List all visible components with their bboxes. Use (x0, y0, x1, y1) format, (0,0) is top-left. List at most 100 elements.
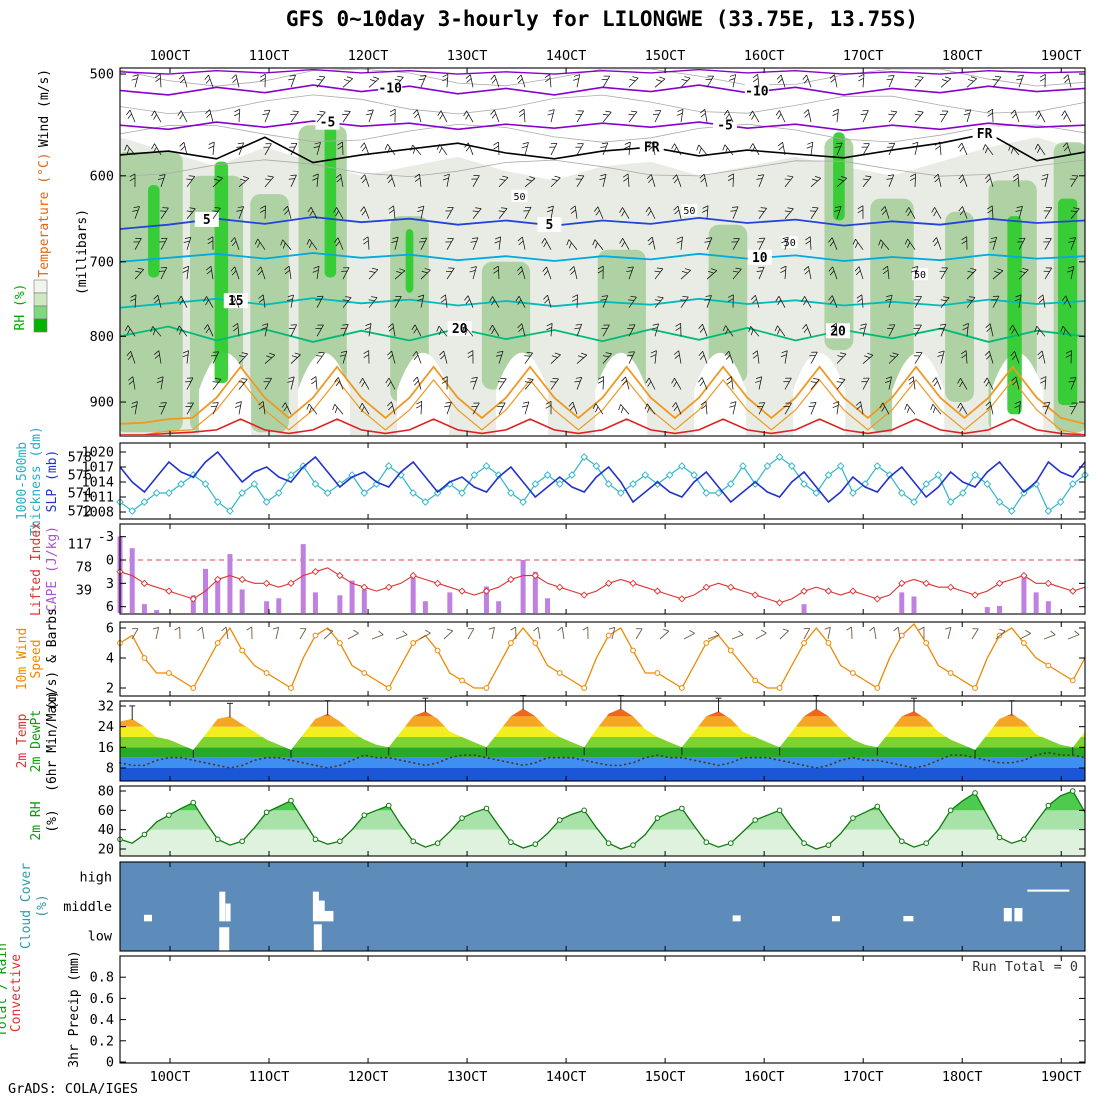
wind-barb (472, 207, 482, 219)
wind-barb (230, 237, 240, 250)
wind-barb (342, 110, 351, 123)
wind-barb (810, 378, 820, 390)
thickness-marker (409, 489, 418, 497)
rh-shading-bright (324, 116, 337, 278)
wind-barb (445, 267, 455, 280)
isotherm-line--10 (120, 84, 1085, 96)
wind-speed-marker (483, 685, 490, 691)
wind-barb (862, 175, 872, 188)
wind-barb (966, 296, 976, 308)
wind-barb (334, 377, 344, 390)
wind-barb (882, 265, 890, 280)
cape-li-panel (116, 536, 1086, 613)
lifted-index-marker (214, 575, 222, 584)
wind-barb (359, 403, 370, 415)
wind-speed-marker (825, 640, 832, 646)
thickness-marker (604, 480, 613, 488)
wind-barb (854, 266, 864, 280)
wind-barb (860, 109, 869, 123)
wind-barb (470, 237, 479, 250)
wind-barb (124, 325, 136, 337)
y-label-thickness-2: Thickness (dm) (29, 426, 44, 536)
wind-barb (516, 74, 526, 88)
wind-barb (412, 376, 422, 390)
thickness-marker (165, 489, 173, 497)
rh-marker (972, 790, 978, 796)
wind-speed-marker (239, 647, 246, 654)
y-label-speed: Speed (29, 639, 44, 678)
wind-barb (177, 110, 188, 123)
wind-barb (1043, 238, 1052, 250)
thickness-marker (360, 489, 369, 497)
gray-label-bg (511, 189, 528, 202)
wind-speed-marker (532, 640, 539, 646)
wind-barb (236, 142, 245, 156)
wind-barb (857, 205, 864, 219)
t2m-panel (119, 695, 1086, 781)
wind-barb (809, 207, 819, 219)
lifted-index-marker (629, 579, 637, 587)
rh-shading-bright (833, 132, 845, 221)
thickness-marker (421, 498, 430, 506)
wind-barb (230, 266, 240, 280)
wind-barb (673, 205, 682, 219)
wind-barb (212, 207, 221, 219)
cape-bar (447, 592, 453, 613)
wind-barb (231, 74, 240, 88)
rh-marker (1045, 802, 1052, 809)
contour-label: -10 (745, 85, 769, 100)
gray-label-bg (911, 268, 928, 281)
wind-barb (124, 144, 136, 156)
wind-barb (418, 74, 427, 88)
wind-barb (524, 176, 536, 188)
wind-barb (154, 350, 162, 364)
surface-wind-barb (846, 626, 853, 640)
wind-barb (230, 295, 240, 308)
contour-label: -10 (378, 81, 402, 96)
rh-legend-cell (33, 279, 48, 294)
wind-barb (1014, 401, 1021, 415)
time-tick-label-top: 13OCT (447, 48, 488, 64)
lifted-index-marker (1069, 587, 1077, 595)
temp-fill-bands (120, 701, 1085, 781)
surface-wind-barb (323, 628, 334, 640)
thickness-marker (690, 471, 698, 479)
wind-barb (1070, 207, 1080, 219)
wind-barb (775, 110, 786, 123)
wind-barb (705, 75, 714, 88)
pressure-tick-label: 800 (90, 329, 114, 345)
wind-barb (436, 325, 448, 337)
wind-barb (204, 74, 214, 88)
lifted-index-marker (971, 591, 979, 599)
cloud-row-label: low (88, 929, 113, 945)
temp-band (120, 708, 1085, 717)
surface-wind-barb (779, 628, 789, 640)
temp-band (120, 701, 1085, 706)
surface-wind-barb (635, 628, 643, 640)
contour-label-bg (378, 80, 403, 96)
cloud-bar (903, 915, 914, 922)
wind-barb (368, 76, 380, 88)
wind-barb (1063, 74, 1072, 88)
temp-tick-label: 24 (98, 719, 114, 735)
wind-barb (416, 400, 423, 415)
cape-bar (349, 580, 355, 613)
wind-barb (316, 75, 326, 88)
thickness-marker (262, 498, 271, 506)
cloud-panel: high middle low (63, 862, 1085, 951)
wind-barb (261, 323, 269, 337)
wind-barb (258, 294, 266, 308)
wind-barb (312, 173, 319, 187)
lifted-index-marker (336, 571, 344, 580)
panel-frame (119, 442, 1086, 520)
wind-barb (776, 74, 786, 88)
wind-barb (784, 175, 794, 188)
wind-barb (958, 174, 968, 187)
cape-bar (129, 548, 135, 613)
wind-barb (212, 175, 223, 188)
wind-barb (341, 267, 350, 280)
wind-barb (1061, 295, 1072, 308)
wind-barb (498, 175, 509, 188)
wind-barb (628, 110, 638, 123)
wind-barb (914, 75, 924, 88)
